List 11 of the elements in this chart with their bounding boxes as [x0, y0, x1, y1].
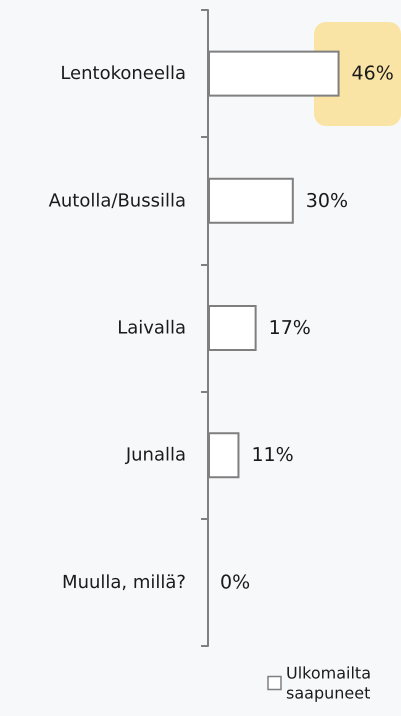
legend-label: Ulkomailta saapuneet — [286, 664, 376, 702]
data-label: 11% — [251, 444, 294, 466]
y-tick-label: Lentokoneella — [60, 63, 186, 84]
data-label: 46% — [352, 62, 394, 85]
y-tick-label: Junalla — [124, 444, 186, 466]
data-label: 0% — [220, 571, 250, 594]
y-tick-label: Autolla/Bussilla — [48, 190, 186, 212]
data-label: 30% — [306, 190, 348, 212]
y-tick-label: Laivalla — [117, 318, 186, 338]
y-tick-label: Muulla, millä? — [62, 572, 186, 593]
data-label: 17% — [268, 317, 311, 339]
